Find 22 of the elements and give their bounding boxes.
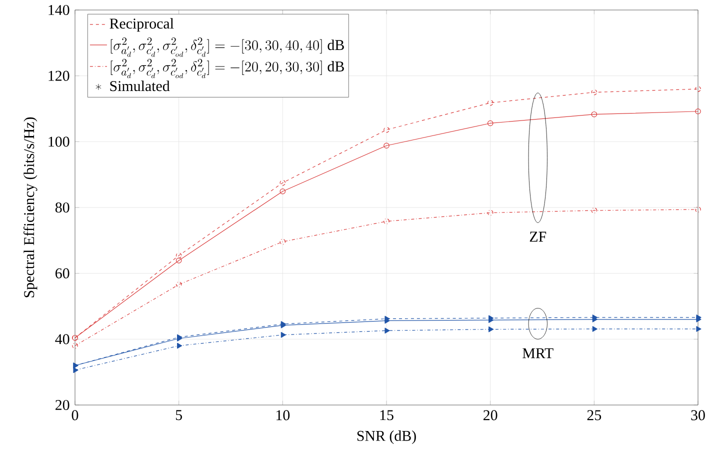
x-tick-label: 15 bbox=[380, 410, 394, 420]
x-tick-label: 5 bbox=[176, 410, 182, 420]
annotation: MRT bbox=[522, 348, 554, 358]
y-tick-label: 120 bbox=[48, 70, 70, 81]
legend-label: $[\sigma^2_{a'_d},\sigma^2_{c'_d},\sigma^2_{c'_{od}},\delta^2_{c'_d}]=-[30,30,40,40]\ \mathrm{dB}$ bbox=[110, 37, 344, 57]
y-tick-label: 80 bbox=[55, 202, 70, 213]
x-tick-label: 30 bbox=[691, 410, 705, 420]
x-tick-label: 10 bbox=[276, 410, 290, 420]
y-tick-label: 60 bbox=[56, 268, 70, 278]
y-axis-title: Spectral Efficiency (bits/s/Hz) bbox=[24, 117, 38, 298]
y-tick-label: 20 bbox=[56, 400, 70, 410]
x-axis-title: SNR (dB) bbox=[357, 430, 416, 444]
y-tick-label: 100 bbox=[48, 136, 70, 147]
annotation: ZF bbox=[530, 232, 546, 242]
annotation: Simulated bbox=[110, 80, 170, 92]
x-tick-label: 0 bbox=[72, 410, 78, 420]
x-tick-label: 20 bbox=[484, 410, 498, 420]
legend-label: $[\sigma^2_{a'_d},\sigma^2_{c'_d},\sigma^2_{c'_{od}},\delta^2_{c'_d}]=-[20,20,30,30]\ \mathrm{dB}$ bbox=[110, 58, 344, 78]
y-tick-label: 40 bbox=[55, 334, 70, 344]
legend-label: Reciprocal bbox=[110, 18, 174, 32]
y-tick-label: 140 bbox=[48, 4, 70, 16]
x-tick-label: 25 bbox=[587, 410, 602, 420]
